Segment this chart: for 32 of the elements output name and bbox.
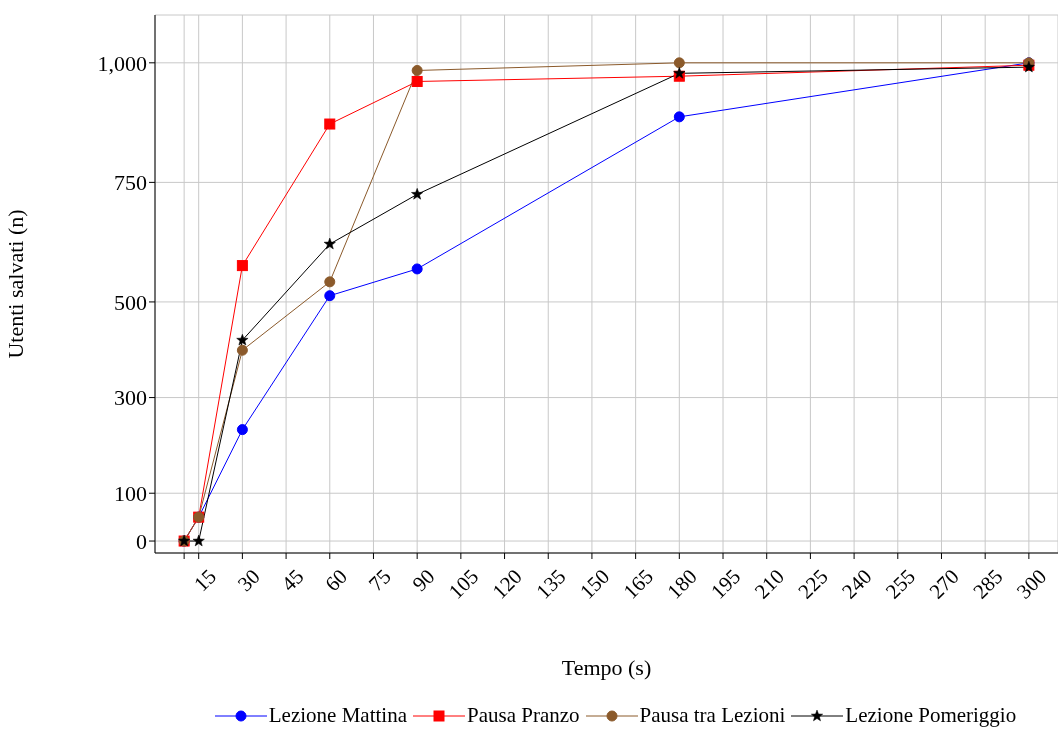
x-tick-label: 150 <box>574 564 615 604</box>
x-axis-title: Tempo (s) <box>561 655 652 680</box>
x-tick-label: 120 <box>487 564 527 604</box>
x-tick-label: 225 <box>793 564 833 604</box>
x-tick-label: 135 <box>531 564 571 604</box>
legend-label: Lezione Pomeriggio <box>845 703 1017 728</box>
x-tick-label: 75 <box>363 564 396 597</box>
x-tick-label: 195 <box>706 564 746 604</box>
y-tick-label: 1,000 <box>97 50 147 76</box>
x-tick-label: 45 <box>276 564 309 597</box>
x-tick-label: 15 <box>189 564 221 597</box>
x-tick-label: 240 <box>837 564 877 604</box>
x-tick-label: 60 <box>320 564 353 597</box>
legend-label: Pausa tra Lezioni <box>639 703 786 728</box>
y-tick-label: 750 <box>114 170 147 196</box>
y-tick-label: 300 <box>114 385 147 411</box>
y-axis-title: Utenti salvati (n) <box>2 209 28 359</box>
y-tick-label: 500 <box>114 289 147 315</box>
y-tick-label: 100 <box>114 481 147 507</box>
legend-label: Pausa Pranzo <box>466 703 580 728</box>
x-tick-label: 300 <box>1011 564 1052 604</box>
x-tick-label: 165 <box>618 564 658 604</box>
x-tick-label: 270 <box>924 564 964 604</box>
x-tick-label: 30 <box>232 564 265 597</box>
x-tick-label: 285 <box>968 564 1008 604</box>
x-tick-label: 255 <box>880 564 921 604</box>
y-tick-label: 0 <box>136 528 147 554</box>
x-tick-label: 90 <box>407 564 440 597</box>
x-tick-label: 105 <box>443 564 484 604</box>
x-tick-label: 210 <box>749 564 789 604</box>
x-tick-label: 180 <box>662 564 702 604</box>
legend-label: Lezione Mattina <box>268 703 407 728</box>
